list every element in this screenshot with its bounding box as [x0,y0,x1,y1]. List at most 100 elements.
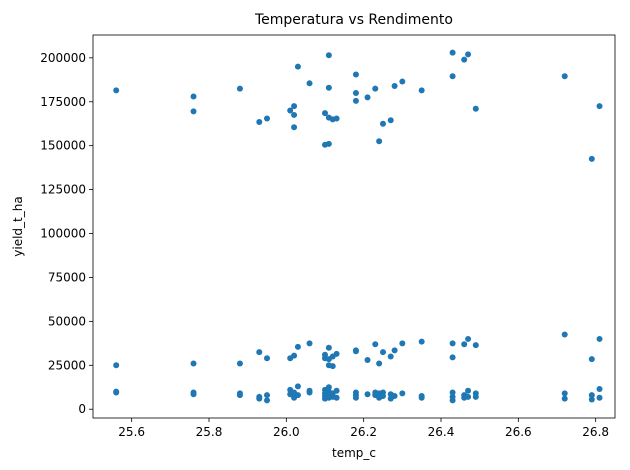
data-point [325,384,332,391]
data-point [306,80,313,87]
y-tick-label: 100000 [40,227,86,241]
data-point [391,347,398,354]
y-axis: 0 25000 50000 75000 100000 125000 150000 175000… [40,51,93,416]
data-point [418,338,425,345]
points-layer [113,49,603,404]
data-point [418,394,425,401]
data-point [352,97,359,104]
data-point [449,397,456,404]
x-axis: 25.6 25.8 26.0 26.2 26.4 26.6 26.8 [118,418,609,439]
data-point [561,390,568,397]
data-point [352,394,359,401]
data-point [333,394,340,401]
data-point [376,360,383,367]
data-point [399,78,406,85]
data-point [596,103,603,110]
data-point [391,393,398,400]
data-point [264,115,270,122]
y-tick-label: 175000 [40,95,86,109]
data-point [236,392,243,399]
data-point [264,355,270,362]
data-point [449,340,456,347]
data-point [333,115,340,122]
x-tick-label: 26.0 [273,425,300,439]
data-point [364,391,371,398]
y-tick-label: 50000 [48,314,86,328]
data-point [380,120,386,127]
data-point [588,155,595,162]
data-point [256,349,263,356]
data-point [588,356,595,363]
data-point [561,331,568,338]
data-point [465,393,472,400]
data-point [329,363,336,370]
data-point [380,393,386,400]
data-point [264,392,270,399]
data-point [306,389,313,396]
data-point [387,353,394,360]
data-point [588,396,595,403]
data-point [465,335,472,342]
data-point [364,94,371,101]
plot-frame [92,34,616,419]
data-point [236,360,243,367]
data-point [472,342,479,349]
x-tick-label: 25.6 [118,425,145,439]
data-point [256,395,263,402]
data-point [399,390,406,397]
data-point [449,389,456,396]
data-point [352,71,359,78]
y-tick-label: 75000 [48,270,86,284]
data-point [294,392,301,399]
y-tick-label: 125000 [40,183,86,197]
data-point [264,397,270,404]
y-tick-label: 200000 [40,51,86,65]
data-point [256,118,263,125]
data-point [449,73,456,80]
data-point [380,349,386,356]
data-point [461,56,468,63]
y-axis-title: yield_t_ha [11,196,25,256]
data-point [465,387,472,394]
y-tick-label: 150000 [40,139,86,153]
data-point [372,341,379,348]
data-point [287,107,294,114]
x-axis-title: temp_c [332,446,376,460]
data-point [294,343,301,350]
data-point [561,73,568,80]
data-point [596,335,603,342]
data-point [190,360,197,367]
data-point [113,388,120,395]
x-tick-label: 26.2 [350,425,377,439]
data-point [294,63,301,70]
data-point [113,362,120,369]
x-tick-label: 25.8 [196,425,223,439]
data-point [418,87,425,94]
data-point [325,84,332,91]
data-point [294,383,301,390]
data-point [472,393,479,400]
data-point [461,341,468,348]
data-point [325,344,332,351]
data-point [596,386,603,393]
x-tick-label: 26.6 [505,425,532,439]
data-point [588,392,595,399]
data-point [291,124,298,131]
data-point [372,85,379,92]
data-point [387,117,394,124]
data-point [291,352,298,359]
data-point [449,354,456,361]
data-point [465,51,472,58]
data-point [113,87,120,94]
data-point [190,108,197,115]
y-tick-label: 0 [78,402,86,416]
data-point [325,140,332,147]
data-point [322,110,328,117]
chart-title: Temperatura vs Rendimento [254,12,453,28]
data-point [333,350,340,357]
data-point [391,82,398,89]
x-tick-label: 26.4 [428,425,455,439]
data-point [561,395,568,402]
